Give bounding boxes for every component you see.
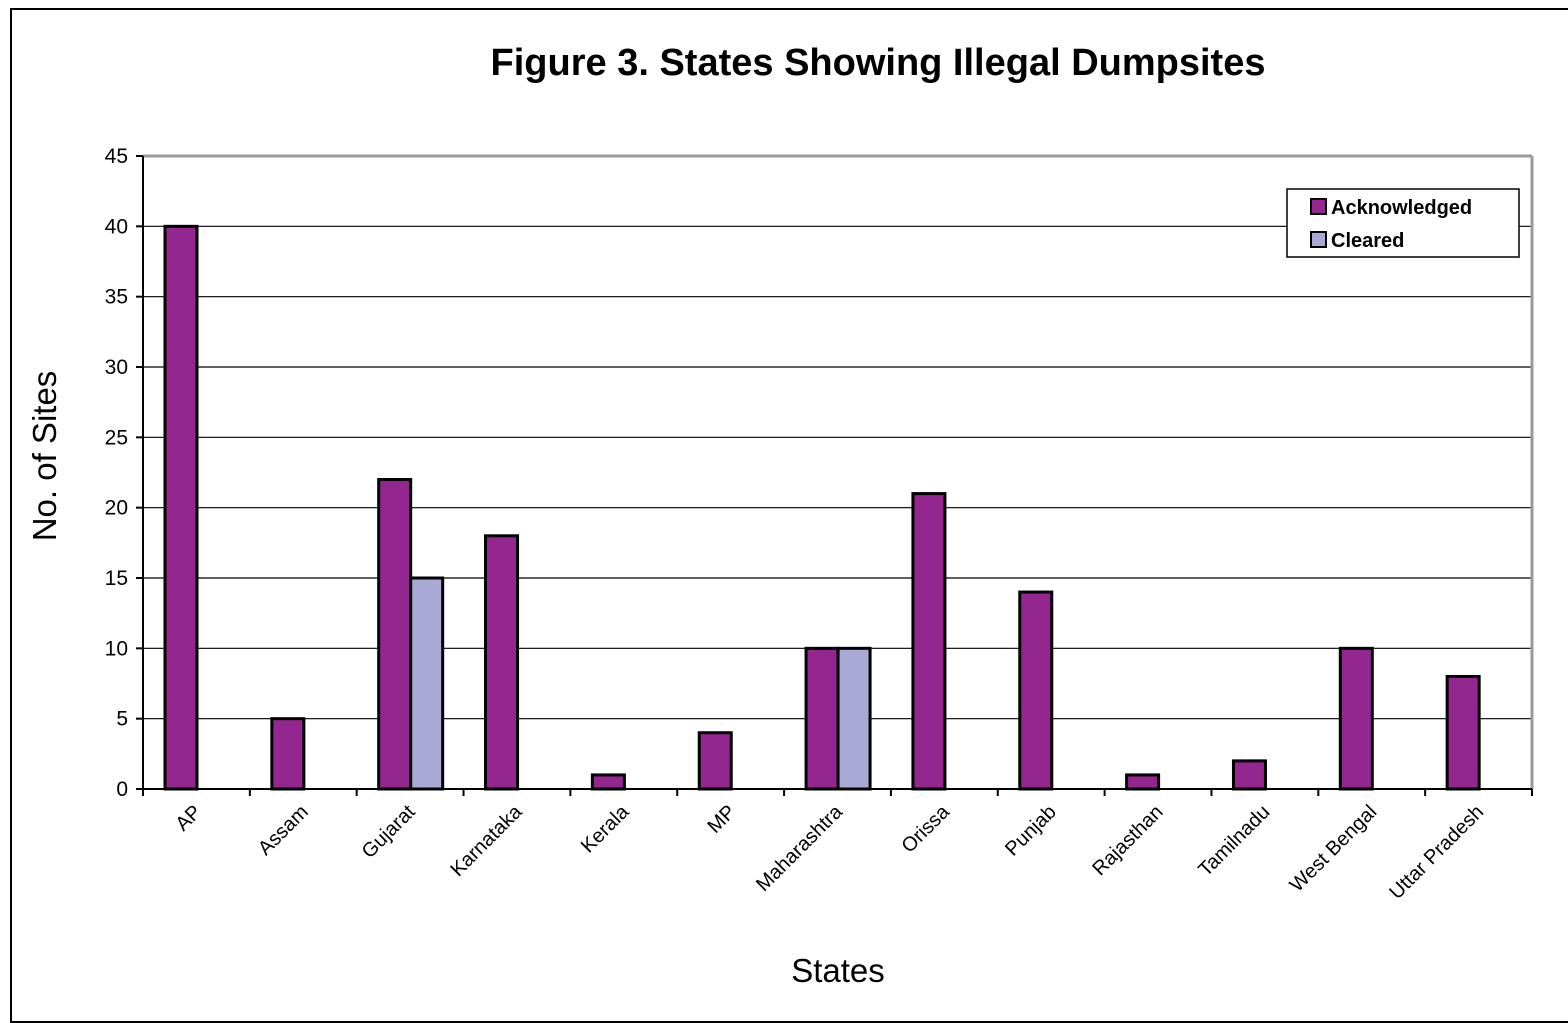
legend-swatch-cleared: [1310, 231, 1327, 248]
x-tick-label: West Bengal: [1286, 801, 1381, 896]
x-tick-label: MP: [703, 801, 740, 838]
x-axis-label: States: [791, 952, 885, 989]
y-tick-label: 15: [105, 567, 128, 590]
y-tick-label: 30: [105, 356, 128, 379]
y-tick-label: 0: [116, 778, 128, 801]
bar-acknowledged-kerala: [590, 773, 626, 791]
bar-acknowledged-karnataka: [484, 534, 520, 791]
x-tick-label: Uttar Pradesh: [1385, 801, 1488, 904]
x-tick-label: Tamilnadu: [1194, 801, 1274, 881]
y-tick-label: 35: [105, 286, 128, 309]
y-tick-label: 25: [105, 426, 128, 449]
y-tick-labels: 0 5 10 15 20 25 30 35 40 45: [105, 145, 128, 801]
x-tick-label: Maharashtra: [752, 800, 848, 896]
bar-acknowledged-orissa: [911, 492, 947, 791]
x-tick-label: Punjab: [1001, 801, 1061, 861]
bar-cleared-gujarat: [409, 576, 445, 791]
legend: Acknowledged Cleared: [1286, 188, 1520, 258]
x-tick-label: Gujarat: [358, 801, 420, 863]
x-tick-label: Assam: [254, 801, 313, 860]
y-tick-label: 20: [105, 497, 128, 520]
bar-acknowledged-uttar-pradesh: [1445, 674, 1481, 791]
y-axis-label: No. of Sites: [26, 371, 63, 542]
y-tick-label: 45: [105, 145, 128, 168]
x-tick-label: AP: [172, 801, 206, 835]
bar-acknowledged-maharashtra: [804, 646, 840, 791]
bar-acknowledged-west-bengal: [1338, 646, 1374, 791]
bars: [163, 224, 1481, 791]
bar-acknowledged-gujarat: [377, 478, 413, 791]
bar-cleared-maharashtra: [836, 646, 872, 791]
axes: [136, 154, 1534, 796]
bar-acknowledged-tamilnadu: [1231, 759, 1267, 791]
legend-label-cleared: Cleared: [1331, 230, 1404, 252]
y-tick-label: 10: [105, 637, 128, 660]
x-tick-label: Rajasthan: [1088, 801, 1167, 880]
legend-label-acknowledged: Acknowledged: [1331, 197, 1472, 219]
x-tick-labels: AP Assam Gujarat Karnataka Kerala MP Maharasht…: [172, 800, 1489, 903]
x-tick-label: Orissa: [897, 800, 954, 857]
bar-acknowledged-punjab: [1018, 590, 1054, 791]
bar-acknowledged-mp: [697, 731, 733, 791]
x-tick-label: Karnataka: [446, 800, 527, 881]
legend-swatch-acknowledged: [1310, 198, 1327, 215]
bar-acknowledged-rajasthan: [1125, 773, 1161, 791]
bar-acknowledged-assam: [270, 717, 306, 791]
chart-frame: [10, 8, 1568, 1023]
y-tick-label: 40: [105, 215, 128, 238]
y-tick-label: 5: [116, 708, 128, 731]
bar-acknowledged-ap: [163, 224, 199, 791]
x-tick-label: Kerala: [577, 800, 634, 857]
grid-lines: [143, 225, 1532, 720]
chart-title: Figure 3. States Showing Illegal Dumpsit…: [491, 42, 1266, 84]
